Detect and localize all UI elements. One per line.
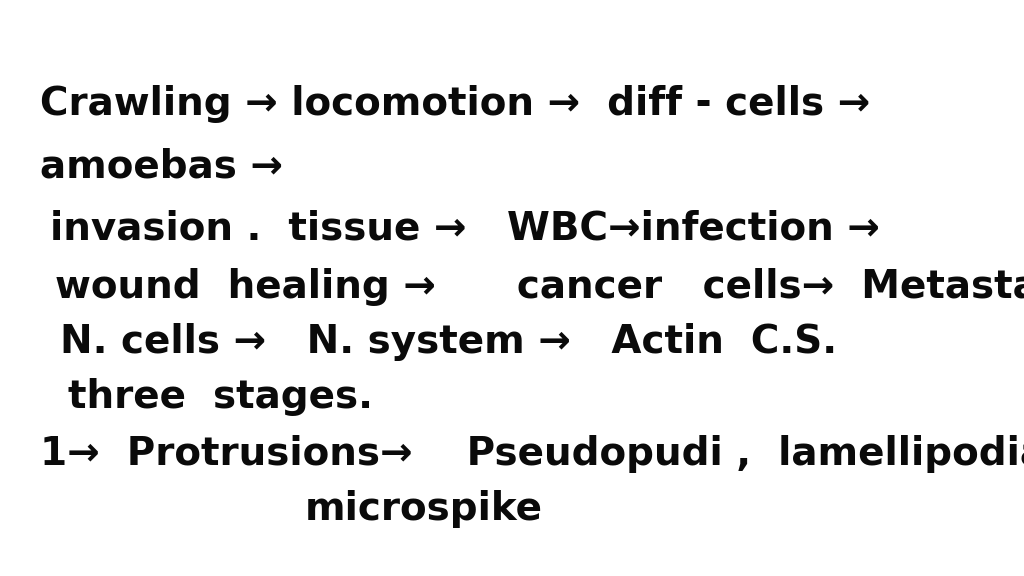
Text: invasion .  tissue →   WBC→infection →: invasion . tissue → WBC→infection → [50, 210, 880, 248]
Text: three  stages.: three stages. [68, 378, 373, 416]
Text: microspike: microspike [305, 490, 543, 528]
Text: wound  healing →      cancer   cells→  Metastasis →: wound healing → cancer cells→ Metastasis… [55, 268, 1024, 306]
Text: Crawling → locomotion →  diff - cells →: Crawling → locomotion → diff - cells → [40, 85, 870, 123]
Text: N. cells →   N. system →   Actin  C.S.: N. cells → N. system → Actin C.S. [60, 323, 838, 361]
Text: 1→  Protrusions→    Pseudopudi ,  lamellipodia: 1→ Protrusions→ Pseudopudi , lamellipodi… [40, 435, 1024, 473]
Text: amoebas →: amoebas → [40, 148, 283, 186]
